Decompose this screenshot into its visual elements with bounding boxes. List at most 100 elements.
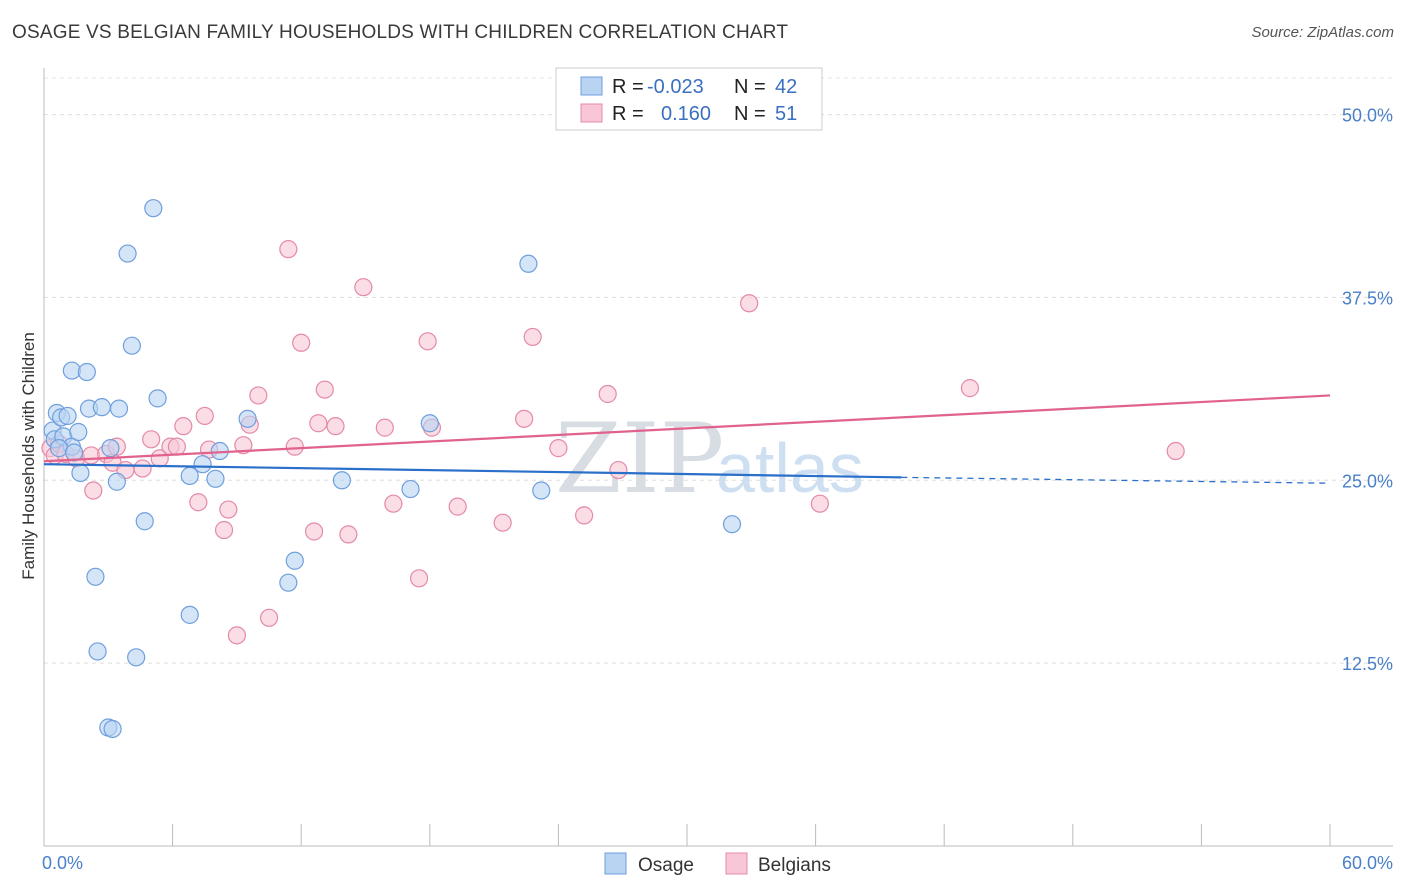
legend-swatch-belgians [580, 103, 603, 123]
osage-point [532, 481, 551, 500]
belgians-point [1166, 441, 1185, 461]
bottom-legend-osage: Osage [638, 855, 694, 876]
belgians-point [189, 493, 208, 512]
osage-point [135, 512, 154, 531]
belgians-point [292, 333, 311, 352]
belgians-point [227, 626, 246, 645]
osage-point [71, 463, 90, 483]
osage-point [332, 471, 352, 490]
belgians-point [249, 386, 268, 405]
belgians-point [279, 240, 298, 259]
osage-point [144, 199, 163, 218]
belgians-point [82, 446, 101, 465]
osage-point [118, 244, 137, 263]
belgians-point [195, 406, 214, 426]
osage-point [285, 551, 304, 570]
belgians-point [133, 459, 152, 478]
belgians-point [598, 384, 617, 404]
belgians-point [315, 380, 334, 399]
belgians-point [960, 379, 980, 398]
belgians-point [575, 506, 594, 525]
bottom-legend-swatch-osage [604, 852, 627, 875]
legend-n-label-belgians: N = [734, 103, 766, 125]
belgians-point [174, 417, 193, 436]
belgians-point [384, 494, 403, 513]
legend-n-value-belgians: 51 [775, 103, 797, 125]
y-tick-label: 25.0% [1342, 471, 1393, 491]
bottom-legend-swatch-belgians [725, 852, 748, 875]
osage-point [103, 719, 122, 739]
legend-r-value-osage: -0.023 [647, 76, 704, 98]
belgians-point [523, 327, 542, 347]
correlation-legend: R = -0.023 N = 42 R = 0.160 N = 51 [555, 67, 823, 131]
belgians-point [409, 569, 429, 588]
belgians-point [259, 608, 279, 627]
osage-point [58, 406, 77, 426]
legend-r-label-osage: R = [612, 76, 644, 98]
belgians-point [285, 437, 304, 456]
belgians-point [234, 436, 253, 455]
osage-trend-line [43, 463, 902, 479]
y-axis-label: Family Households with Children [19, 332, 38, 580]
watermark: ZIP atlas [555, 403, 864, 515]
legend-r-label-belgians: R = [612, 103, 644, 125]
belgians-point [339, 525, 358, 544]
belgians-point [167, 437, 186, 456]
osage-point [107, 472, 126, 491]
belgians-trend-line [43, 394, 1331, 463]
osage-point [109, 399, 129, 418]
osage-point [238, 409, 257, 428]
belgians-point [219, 500, 238, 519]
osage-point [420, 414, 439, 433]
belgians-point [810, 494, 829, 513]
belgians-point [304, 522, 324, 541]
osage-point [279, 573, 298, 592]
x-tick-min: 0.0% [42, 853, 83, 873]
legend-n-label-osage: N = [734, 76, 766, 98]
legend-r-value-belgians: 0.160 [661, 103, 711, 125]
series-osage [43, 199, 742, 739]
osage-point [127, 648, 146, 667]
belgians-point [418, 332, 437, 351]
osage-point [401, 479, 420, 499]
belgians-point [609, 460, 628, 480]
osage-point [101, 439, 120, 458]
osage-point [722, 515, 742, 534]
belgians-point [375, 418, 394, 437]
belgians-point [493, 513, 512, 532]
osage-trend-extension [901, 476, 1331, 484]
osage-point [122, 336, 141, 355]
belgians-point [214, 520, 234, 540]
osage-point [148, 389, 167, 408]
osage-point [77, 362, 96, 382]
belgians-point [326, 417, 345, 436]
y-tick-label: 12.5% [1342, 654, 1393, 674]
belgians-point [740, 294, 759, 313]
osage-point [64, 443, 84, 462]
belgians-point [142, 430, 161, 449]
axes [43, 68, 1393, 847]
grid [44, 77, 1393, 664]
osage-point [49, 439, 69, 458]
osage-point [519, 254, 538, 273]
bottom-legend: Osage Belgians [604, 852, 831, 876]
y-tick-labels: 12.5% 25.0% 37.5% 50.0% [1342, 106, 1393, 675]
x-tick-max: 60.0% [1342, 853, 1393, 873]
osage-point [92, 398, 111, 417]
source-label: Source: ZipAtlas.com [1251, 24, 1394, 41]
watermark-zip: ZIP [555, 403, 724, 515]
osage-point [62, 361, 81, 380]
y-tick-label: 50.0% [1342, 106, 1393, 126]
belgians-point [515, 409, 534, 428]
y-tick-label: 37.5% [1342, 288, 1393, 308]
osage-point [206, 469, 225, 488]
bottom-legend-belgians: Belgians [758, 855, 831, 876]
osage-point [69, 422, 88, 442]
osage-point [180, 605, 199, 624]
belgians-point [448, 497, 467, 516]
osage-point [88, 642, 107, 661]
series-belgians [41, 240, 1185, 645]
chart-title: OSAGE VS BELGIAN FAMILY HOUSEHOLDS WITH … [12, 22, 789, 43]
osage-point [193, 455, 212, 474]
belgians-point [309, 414, 328, 433]
